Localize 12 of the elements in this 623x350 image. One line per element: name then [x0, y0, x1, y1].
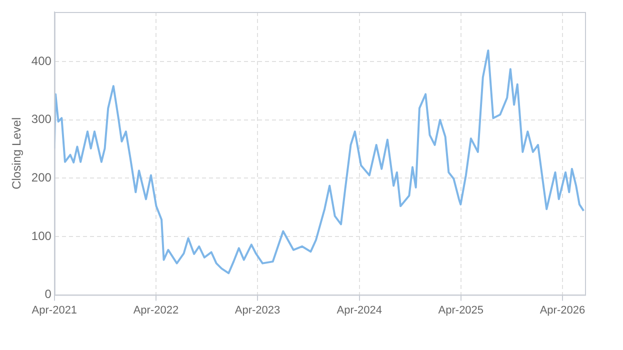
- y-tick-label: 200: [31, 170, 52, 184]
- x-tick-label: Apr-2022: [133, 304, 179, 316]
- x-tick-label: Apr-2021: [32, 304, 78, 316]
- y-tick-label: 0: [44, 287, 52, 302]
- x-tick-label: Apr-2024: [336, 304, 382, 316]
- x-tick-label: Apr-2026: [540, 304, 586, 316]
- y-tick-label: 300: [31, 112, 52, 126]
- x-tick-label: Apr-2023: [234, 304, 280, 316]
- y-tick-label: 100: [31, 228, 52, 243]
- y-axis-title: Closing Level: [10, 117, 24, 190]
- y-tick-label: 400: [31, 54, 52, 68]
- x-tick-label: Apr-2025: [438, 304, 484, 316]
